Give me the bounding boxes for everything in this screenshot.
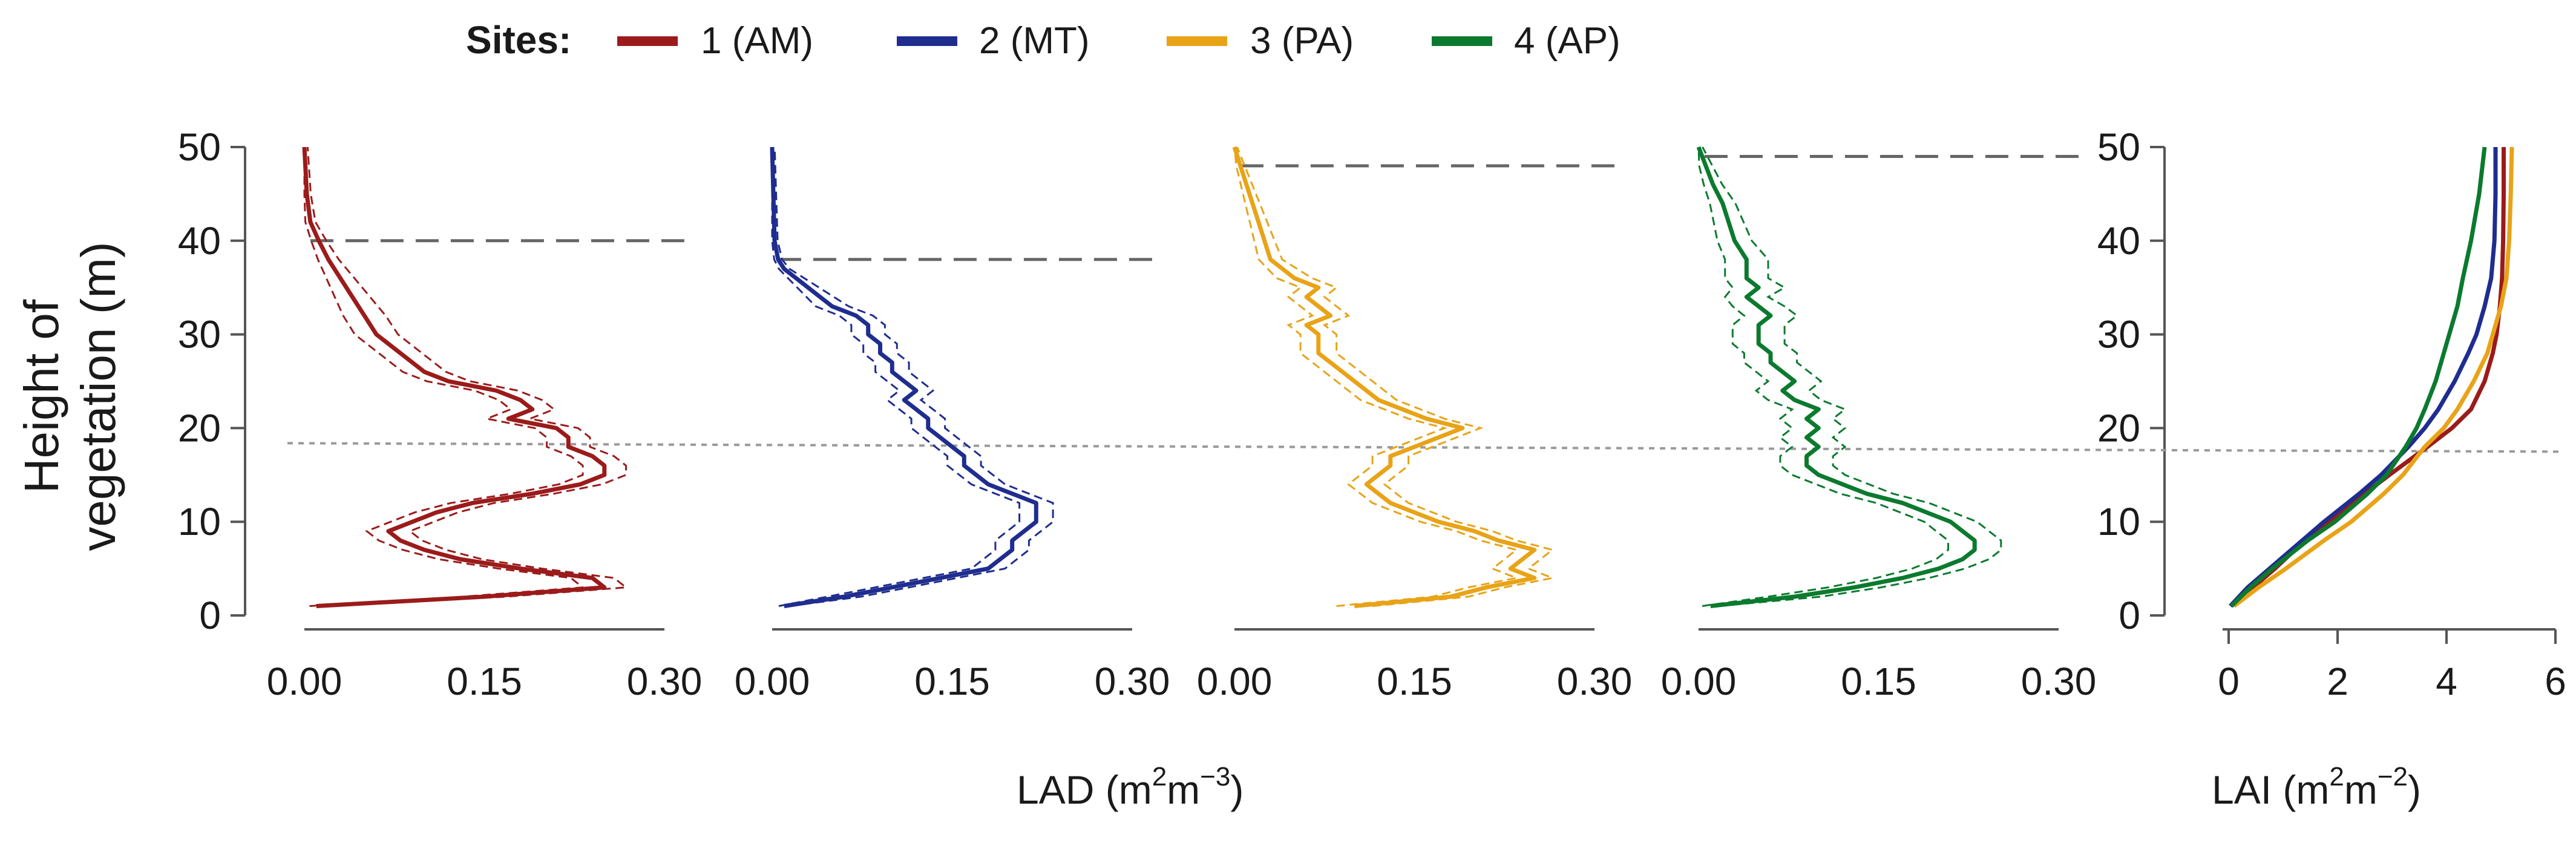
y-axis-label-line1: Height of [15,299,68,493]
lai-x-tick-label-0: 0 [2218,660,2240,703]
lad-mean-profile-site4 [1696,146,1977,608]
lai-x-label-sup1: 2 [2329,762,2344,792]
lad-x-label-mid: m [1167,767,1200,812]
lai-x-axis-label: LAI (m2m−2) [2212,762,2421,812]
lad-x-tick-label-site3-0.30: 0.30 [1557,660,1633,703]
lad-ci-upper-site1 [306,146,629,607]
lad-y-tick-label-40: 40 [178,219,221,263]
lai-profile-site1 [2230,147,2506,608]
lai-x-tick-label-6: 6 [2545,660,2566,703]
lad-x-label-base: LAD (m [1017,767,1152,812]
lad-x-tick-label-site3-0.15: 0.15 [1377,660,1452,703]
lad-x-tick-label-site4-0.00: 0.00 [1661,660,1737,703]
lad-y-axis: 0 10 20 30 40 50 [178,125,246,637]
lai-x-label-sup2: −2 [2378,762,2408,792]
lai-x-label-mid: m [2344,767,2378,812]
lad-panel-site4: 0.00 0.15 0.30 [1661,146,2097,703]
lai-y-tick-label-40: 40 [2097,219,2140,263]
lad-x-tick-label-site4-0.15: 0.15 [1841,660,1916,703]
lai-y-tick-label-20: 20 [2097,406,2140,450]
lad-x-tick-label-site3-0.00: 0.00 [1197,660,1273,703]
lad-x-axis-label: LAD (m2m−3) [1017,762,1244,812]
legend-title: Sites: [466,18,571,62]
lad-ci-lower-site2 [771,147,1021,607]
lai-x-tick-label-4: 4 [2436,660,2457,703]
lai-x-label-base: LAI (m [2212,767,2329,812]
legend-label-site3: 3 (PA) [1250,20,1354,62]
reference-height-dotted-line [287,442,2560,453]
lad-y-tick-label-10: 10 [178,500,221,543]
legend: Sites: 1 (AM) 2 (MT) 3 (PA) 4 (AP) [466,18,1621,62]
lad-panel-site1: 0.00 0.15 0.30 [267,146,703,703]
lad-panels: 0.00 0.15 0.30 0.00 0.15 0.30 0.00 0.15 0.30 0.00… [267,146,2097,703]
lad-x-tick-label-site1-0.00: 0.00 [267,660,342,703]
lad-ci-lower-site4 [1697,146,1949,607]
lai-x-label-end: ) [2408,767,2421,812]
lad-y-tick-label-20: 20 [178,406,221,450]
lad-ci-lower-site3 [1233,146,1520,607]
lad-x-tick-label-site2-0.00: 0.00 [735,660,810,703]
lad-panel-site2: 0.00 0.15 0.30 [735,146,1170,703]
lad-x-label-end: ) [1230,767,1244,812]
lad-x-tick-label-site1-0.30: 0.30 [627,660,703,703]
lad-y-tick-label-0: 0 [199,594,221,637]
lad-x-label-sup1: 2 [1152,762,1167,792]
lad-y-tick-label-30: 30 [178,313,221,356]
lad-ci-upper-site3 [1236,146,1556,607]
lai-y-tick-label-50: 50 [2097,125,2140,169]
legend-label-site4: 4 (AP) [1514,20,1621,62]
lad-x-tick-label-site1-0.15: 0.15 [447,660,522,703]
lad-mean-profile-site1 [302,146,607,608]
lai-profile-site2 [2229,147,2498,608]
lai-profile-site3 [2232,146,2514,608]
lai-y-tick-label-30: 30 [2097,313,2140,356]
lad-mean-profile-site3 [1232,146,1537,608]
lai-x-tick-label-2: 2 [2327,660,2348,703]
lai-y-axis: 0 10 20 30 40 50 [2097,125,2166,637]
y-axis-label-line2: vegetation (m) [71,241,125,551]
lai-panel: 0 2 4 6 [2218,146,2566,703]
lai-y-tick-label-0: 0 [2119,594,2140,637]
lai-y-tick-label-10: 10 [2097,500,2140,543]
lai-profile-site4 [2230,146,2487,608]
lad-mean-profile-site2 [770,146,1038,608]
lad-x-tick-label-site2-0.30: 0.30 [1095,660,1170,703]
lad-y-tick-label-50: 50 [178,125,221,169]
lad-ci-upper-site4 [1702,146,2002,607]
legend-label-site1: 1 (AM) [701,20,813,62]
lad-x-label-sup2: −3 [1200,762,1230,792]
lad-ci-upper-site2 [773,146,1054,607]
legend-label-site2: 2 (MT) [979,20,1090,62]
lad-x-tick-label-site2-0.15: 0.15 [914,660,990,703]
lad-x-tick-label-site4-0.30: 0.30 [2021,660,2097,703]
lad-ci-lower-site1 [303,147,586,607]
lad-panel-site3: 0.00 0.15 0.30 [1197,146,1633,703]
